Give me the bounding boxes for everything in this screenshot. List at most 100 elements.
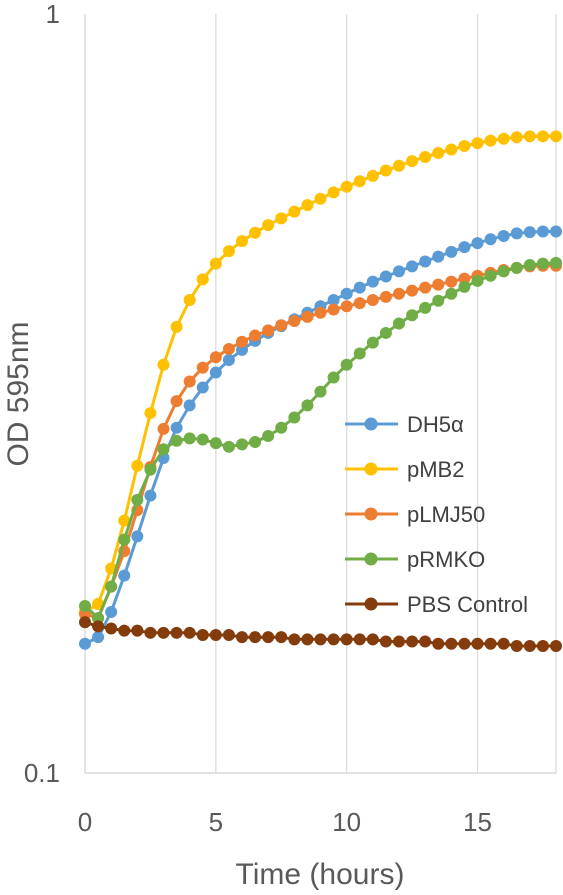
- data-point: [222, 440, 235, 453]
- data-point: [92, 597, 105, 610]
- data-point: [118, 569, 131, 582]
- data-point: [131, 459, 144, 472]
- data-point: [131, 493, 144, 506]
- data-point: [393, 265, 405, 278]
- series-line: [84, 134, 556, 614]
- data-point: [79, 599, 91, 612]
- data-point: [209, 437, 222, 450]
- legend-item: DH5α: [345, 412, 464, 437]
- data-point: [92, 612, 105, 625]
- data-point: [379, 290, 392, 303]
- data-point: [393, 635, 405, 648]
- data-point: [550, 256, 562, 269]
- data-point: [497, 637, 510, 650]
- data-point: [393, 159, 405, 172]
- data-point: [144, 463, 157, 476]
- data-point: [432, 146, 445, 159]
- data-point: [340, 180, 353, 193]
- series-3: [79, 256, 562, 625]
- data-point: [170, 395, 183, 408]
- data-point: [183, 432, 196, 445]
- data-point: [249, 329, 262, 342]
- data-point: [432, 278, 445, 291]
- data-point: [105, 622, 118, 635]
- data-point: [79, 616, 91, 629]
- data-point: [236, 335, 248, 348]
- data-point: [183, 293, 196, 306]
- data-point: [406, 260, 419, 273]
- data-point: [458, 241, 471, 254]
- data-point: [301, 633, 314, 646]
- data-point: [183, 399, 196, 412]
- data-point: [262, 219, 275, 232]
- data-point: [445, 245, 458, 258]
- data-point: [523, 258, 536, 271]
- data-point: [340, 287, 353, 300]
- data-point: [118, 514, 131, 527]
- legend-swatch-marker: [364, 507, 378, 521]
- data-point: [196, 628, 209, 641]
- data-point: [484, 134, 497, 147]
- data-point: [327, 303, 340, 316]
- data-point: [445, 275, 458, 288]
- legend-swatch-marker: [364, 597, 378, 611]
- data-point: [484, 637, 497, 650]
- data-point: [353, 297, 366, 310]
- data-point: [105, 580, 118, 593]
- data-point: [275, 212, 288, 225]
- data-point: [222, 342, 235, 355]
- series-1: [79, 130, 562, 618]
- data-point: [497, 229, 510, 242]
- data-point: [379, 635, 392, 648]
- data-point: [510, 640, 523, 653]
- data-point: [249, 631, 262, 644]
- data-point: [419, 255, 432, 268]
- data-point: [183, 375, 196, 388]
- data-point: [327, 371, 340, 384]
- data-point: [379, 326, 392, 339]
- data-point: [144, 407, 157, 420]
- data-point: [406, 155, 419, 168]
- data-point: [262, 429, 275, 442]
- data-point: [301, 199, 314, 212]
- data-point: [536, 257, 549, 270]
- data-point: [366, 293, 379, 306]
- legend-label: pLMJ50: [407, 502, 485, 527]
- data-point: [288, 633, 301, 646]
- data-point: [236, 235, 248, 248]
- data-point: [222, 354, 235, 367]
- data-point: [366, 336, 379, 349]
- data-point: [353, 633, 366, 646]
- series-0: [79, 225, 562, 650]
- data-point: [249, 435, 262, 448]
- tick-labels: 0 5 10 15 0.1 1: [24, 0, 492, 837]
- data-point: [236, 631, 248, 644]
- series-2: [79, 259, 562, 625]
- data-point: [419, 635, 432, 648]
- data-point: [288, 205, 301, 218]
- data-point: [314, 192, 327, 205]
- legend-swatch-marker: [364, 462, 378, 476]
- series-4: [79, 616, 562, 653]
- data-point: [144, 489, 157, 502]
- data-point: [445, 637, 458, 650]
- data-point: [419, 281, 432, 294]
- legend: DH5α pMB2 pLMJ50 pRMKO PBS Control: [345, 412, 528, 617]
- data-point: [144, 626, 157, 639]
- data-point: [157, 358, 170, 371]
- data-point: [458, 140, 471, 153]
- data-point: [275, 631, 288, 644]
- data-point: [510, 261, 523, 274]
- data-point: [471, 274, 484, 287]
- data-point: [314, 633, 327, 646]
- data-point: [353, 281, 366, 294]
- data-point: [523, 640, 536, 653]
- data-point: [92, 620, 105, 633]
- data-point: [550, 130, 562, 143]
- data-point: [249, 226, 262, 239]
- legend-label: pMB2: [407, 457, 464, 482]
- data-point: [406, 635, 419, 648]
- data-point: [393, 317, 405, 330]
- data-point: [379, 270, 392, 283]
- data-point: [118, 624, 131, 637]
